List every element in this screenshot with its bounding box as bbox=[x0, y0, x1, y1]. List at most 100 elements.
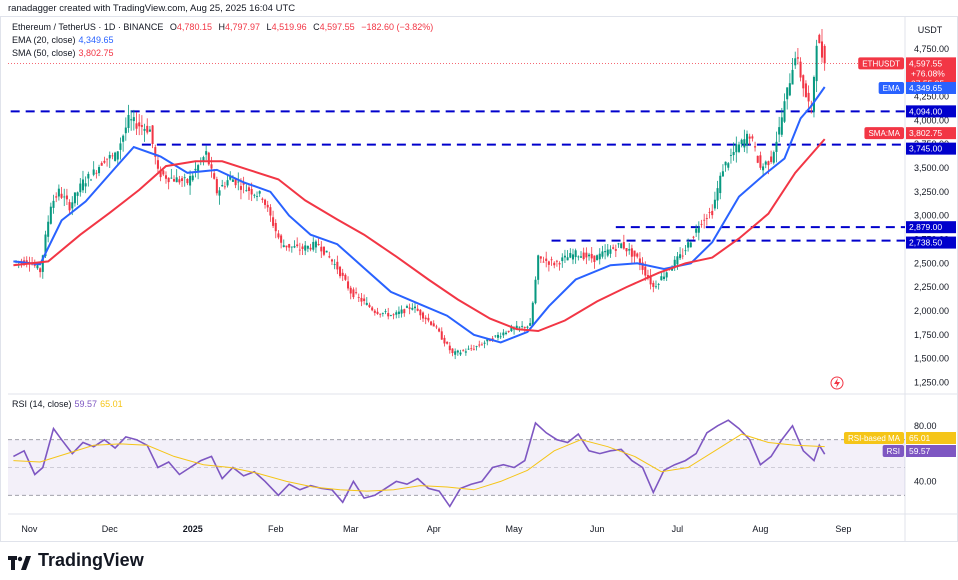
candle-body-31 bbox=[95, 172, 98, 174]
candle-body-259 bbox=[705, 218, 708, 220]
currency-label: USDT bbox=[918, 25, 943, 35]
candle-body-37 bbox=[111, 155, 114, 157]
candle-body-101 bbox=[282, 245, 285, 247]
candle-body-218 bbox=[596, 255, 599, 261]
candle-body-297 bbox=[807, 92, 810, 102]
candle-body-44 bbox=[130, 119, 133, 121]
candle-body-214 bbox=[585, 252, 588, 258]
candle-body-8 bbox=[33, 264, 36, 266]
candle-body-49 bbox=[143, 128, 146, 131]
candle-body-43 bbox=[127, 114, 130, 128]
lightning-icon[interactable] bbox=[830, 376, 844, 390]
candle-body-158 bbox=[435, 326, 438, 328]
close-value: 4,597.55 bbox=[319, 22, 355, 32]
candle-body-243 bbox=[662, 276, 666, 280]
candle-body-79 bbox=[223, 186, 226, 188]
candle-body-124 bbox=[344, 274, 347, 280]
candle-body-242 bbox=[660, 276, 663, 281]
rsi-ma-line bbox=[13, 433, 825, 492]
candle-body-151 bbox=[416, 308, 419, 311]
tradingview-brand[interactable]: TradingView bbox=[8, 550, 144, 571]
candle-body-54 bbox=[156, 160, 159, 169]
candle-body-174 bbox=[478, 344, 481, 346]
candle-body-148 bbox=[408, 307, 411, 309]
brand-name: TradingView bbox=[38, 550, 144, 570]
time-label-Jul: Jul bbox=[672, 524, 684, 534]
candle-body-165 bbox=[454, 351, 457, 355]
candle-body-58 bbox=[167, 177, 170, 183]
candle-body-25 bbox=[79, 183, 82, 193]
candle-body-98 bbox=[274, 222, 277, 232]
candle-body-73 bbox=[207, 152, 210, 165]
candle-body-185 bbox=[507, 330, 510, 332]
candle-body-226 bbox=[617, 243, 620, 245]
rsi-badge-value: 59.57 bbox=[909, 446, 931, 456]
candle-body-83 bbox=[234, 178, 237, 186]
candle-body-281 bbox=[764, 161, 767, 165]
price-tick-3000: 3,000.00 bbox=[914, 211, 949, 221]
candle-body-253 bbox=[689, 242, 692, 248]
candle-body-67 bbox=[191, 175, 194, 181]
candle-body-212 bbox=[579, 256, 583, 258]
ema-badge-value: 4,349.65 bbox=[909, 83, 942, 93]
close-label: C bbox=[313, 22, 320, 32]
candle-body-225 bbox=[614, 249, 617, 251]
time-label-Nov: Nov bbox=[21, 524, 38, 534]
candle-body-57 bbox=[164, 175, 167, 179]
candle-body-125 bbox=[347, 281, 350, 289]
candle-body-244 bbox=[665, 272, 668, 278]
candle-body-75 bbox=[213, 173, 216, 179]
candle-body-47 bbox=[138, 122, 141, 127]
candle-body-211 bbox=[577, 256, 580, 258]
legend-ema-row[interactable]: EMA (20, close) 4,349.65 bbox=[12, 35, 114, 45]
candle-body-241 bbox=[657, 284, 660, 285]
time-label-May: May bbox=[506, 524, 524, 534]
candle-body-113 bbox=[314, 241, 317, 248]
legend-sma-row[interactable]: SMA (50, close) 3,802.75 bbox=[12, 48, 114, 58]
legend-rsi-row[interactable]: RSI (14, close) 59.57 65.01 bbox=[12, 399, 123, 409]
rsi-ma-badge-value-bg bbox=[906, 432, 956, 444]
price-tick-1250: 1,250.00 bbox=[914, 377, 949, 387]
candle-body-291 bbox=[791, 69, 794, 85]
candle-body-108 bbox=[301, 246, 304, 249]
candle-body-150 bbox=[413, 306, 417, 309]
candle-body-302 bbox=[820, 41, 824, 58]
candle-body-100 bbox=[280, 235, 283, 243]
candle-body-213 bbox=[582, 252, 585, 260]
candle-body-19 bbox=[63, 196, 66, 198]
candle-body-220 bbox=[601, 251, 604, 257]
candle-body-71 bbox=[202, 157, 205, 162]
candle-body-147 bbox=[405, 306, 408, 308]
candle-body-89 bbox=[250, 188, 253, 195]
candle-body-204 bbox=[558, 263, 561, 265]
price-badges: ETHUSDT4,597.55+76.08%07:55:05EMA4,349.6… bbox=[830, 57, 956, 457]
candle-body-105 bbox=[293, 246, 296, 248]
rsi-label: RSI (14, close) bbox=[12, 399, 72, 409]
candle-body-235 bbox=[641, 262, 644, 270]
candle-body-219 bbox=[598, 253, 601, 260]
candle-body-38 bbox=[114, 152, 117, 161]
candle-body-90 bbox=[253, 194, 256, 196]
ema-badge-value-bg bbox=[906, 81, 956, 94]
legend-symbol-row: Ethereum / TetherUS · 1D · BINANCE O4,78… bbox=[12, 22, 433, 32]
candle-body-11 bbox=[41, 255, 44, 272]
candle-body-153 bbox=[422, 312, 425, 319]
time-label-Feb: Feb bbox=[268, 524, 284, 534]
candle-body-280 bbox=[762, 166, 765, 171]
candle-body-76 bbox=[215, 179, 218, 194]
high-value: 4,797.97 bbox=[224, 22, 261, 32]
ethusdt-badge-extra-0: +76.08% bbox=[911, 68, 945, 78]
candle-body-99 bbox=[277, 233, 280, 238]
candle-body-301 bbox=[818, 34, 821, 44]
candle-body-63 bbox=[181, 178, 184, 181]
sma-line bbox=[13, 138, 826, 333]
candle-body-233 bbox=[636, 253, 639, 257]
level-badge-3745-value: 3,745.00 bbox=[909, 144, 942, 154]
rsi-value: 59.57 bbox=[74, 399, 98, 409]
candle-body-141 bbox=[389, 315, 392, 316]
candle-body-111 bbox=[309, 247, 312, 250]
candle-body-154 bbox=[424, 317, 427, 320]
candle-body-290 bbox=[788, 83, 791, 96]
candle-body-206 bbox=[563, 255, 566, 258]
